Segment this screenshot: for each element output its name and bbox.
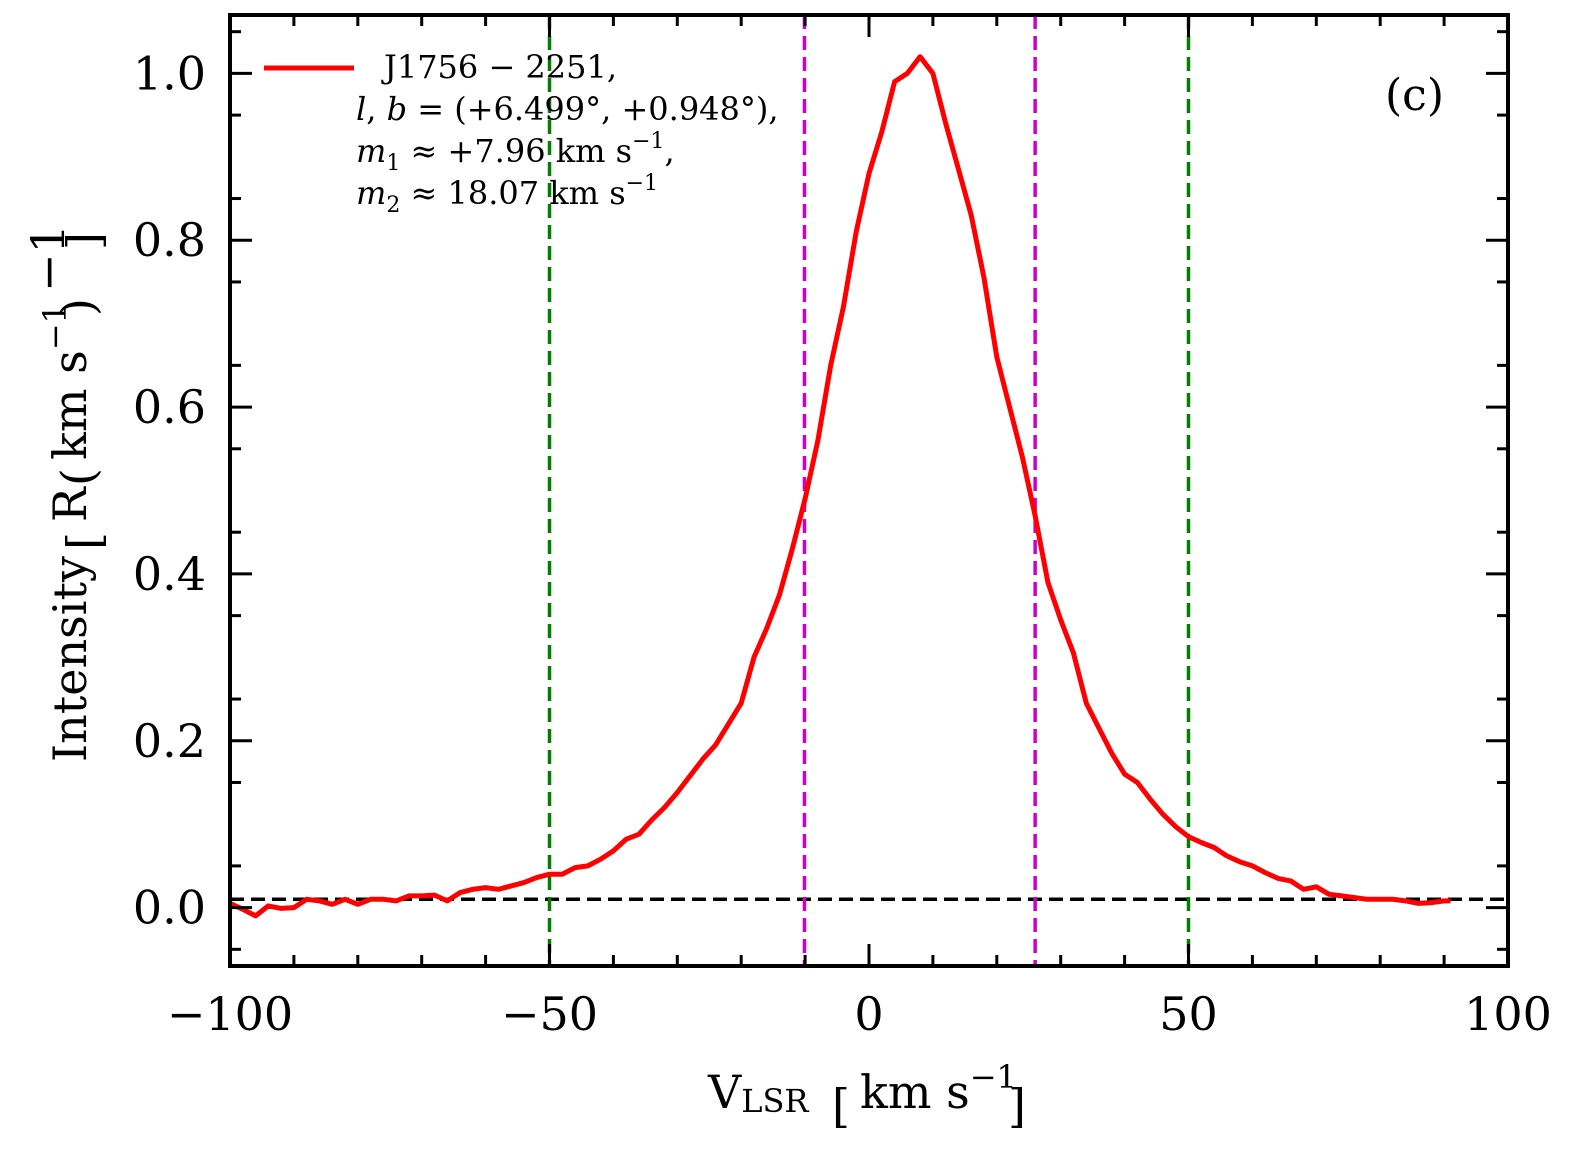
x-axis-left-bracket: [: [832, 1079, 850, 1133]
y-tick-label: 0.2: [133, 714, 206, 768]
y-axis-outer-exponent: −1: [21, 224, 75, 292]
x-tick-label: −100: [167, 987, 293, 1041]
y-tick-label: 0.8: [133, 213, 206, 267]
y-axis-right-bracket: ]: [57, 232, 111, 250]
legend-entry-m2: m2 ≈ 18.07 km s−1: [356, 171, 658, 218]
y-axis-left-bracket: [: [57, 532, 111, 550]
y-axis-right-paren: ): [51, 298, 105, 316]
y-axis-left-paren: (: [51, 468, 105, 486]
legend: J1756 − 2251, l, b = (+6.499°, +0.948°),…: [264, 48, 779, 218]
x-tick-labels: −100 −50 0 50 100: [167, 987, 1552, 1041]
y-axis-title-main: Intensity: [43, 556, 97, 762]
x-axis-title-main: VLSR: [707, 1065, 809, 1120]
y-axis-title: Intensity [ R ( km s−1 ) −1 ]: [21, 224, 111, 762]
x-axis-right-bracket: ]: [1008, 1079, 1026, 1133]
legend-entry-name: J1756 − 2251,: [381, 48, 617, 86]
series-layer: [228, 54, 1451, 919]
x-tick-label: −50: [501, 987, 598, 1041]
x-axis-title-unit: km s−1: [860, 1058, 1017, 1119]
plot-frame: [228, 13, 1510, 968]
y-axis-title-unit: km s−1: [36, 303, 97, 460]
x-tick-label: 100: [1464, 987, 1552, 1041]
y-tick-label: 1.0: [133, 46, 206, 100]
y-tick-label: 0.4: [133, 547, 206, 601]
x-axis-title: VLSR [ km s−1 ]: [707, 1058, 1026, 1133]
y-tick-labels: 0.0 0.2 0.4 0.6 0.8 1.0: [133, 46, 206, 934]
legend-entry-m1: m1 ≈ +7.96 km s−1,: [356, 129, 675, 176]
y-axis-unit-prefix: R: [43, 486, 97, 522]
x-tick-label: 0: [854, 987, 883, 1041]
legend-entry-coordinates: l, b = (+6.499°, +0.948°),: [356, 90, 779, 128]
x-tick-label: 50: [1159, 987, 1218, 1041]
series-line-0: [228, 54, 1451, 919]
y-tick-label: 0.6: [133, 380, 206, 434]
y-tick-label: 0.0: [133, 881, 206, 935]
panel-label: (c): [1385, 70, 1444, 121]
